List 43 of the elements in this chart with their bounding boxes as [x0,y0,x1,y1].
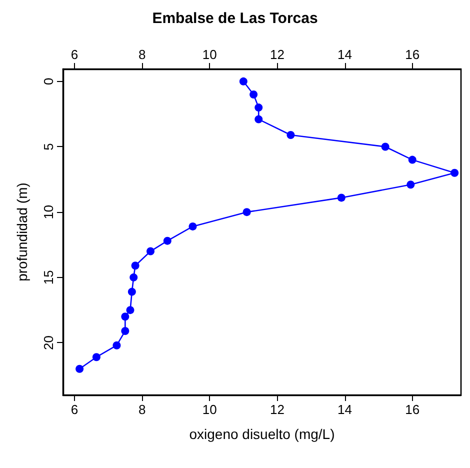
point [250,90,258,98]
point [121,326,130,335]
point [254,104,263,112]
point [450,168,459,177]
x-axis-title: oxigeno disuelto (mg/L) [189,426,335,442]
chart-title: Embalse de Las Torcas [152,10,318,27]
x-tick-label: 16 [405,402,420,417]
point [76,364,84,373]
point [406,180,415,189]
x-tick-label: 12 [270,402,284,417]
point [254,115,263,124]
x-tick-label: 14 [338,402,352,417]
point [131,262,140,270]
point [337,194,346,202]
point [126,306,134,314]
x2-tick-label: 10 [202,47,217,62]
y-tick-label: 10 [41,204,56,220]
point [239,77,248,86]
x-tick-label: 10 [202,402,217,417]
point [121,312,130,321]
point [128,288,136,296]
x-tick-label: 6 [70,402,78,417]
y-axis-title: profundidad (m) [14,182,30,282]
point [242,208,251,216]
x2-tick-label: 14 [338,47,352,62]
y-tick-label: 5 [41,143,56,150]
point [146,247,155,256]
point [286,130,295,139]
y-tick-label: 15 [41,270,56,285]
x2-tick-label: 16 [405,47,420,62]
point [408,156,416,164]
point [163,236,172,245]
x2-tick-label: 6 [70,47,78,62]
x2-tick-label: 8 [138,47,146,62]
point [92,353,100,362]
y-tick-label: 0 [41,78,56,86]
point [188,222,197,230]
point [130,273,138,282]
point [381,142,390,151]
point [112,341,121,350]
x-tick-label: 8 [138,402,146,417]
y-tick-label: 20 [41,336,56,350]
x2-tick-label: 12 [270,47,284,62]
